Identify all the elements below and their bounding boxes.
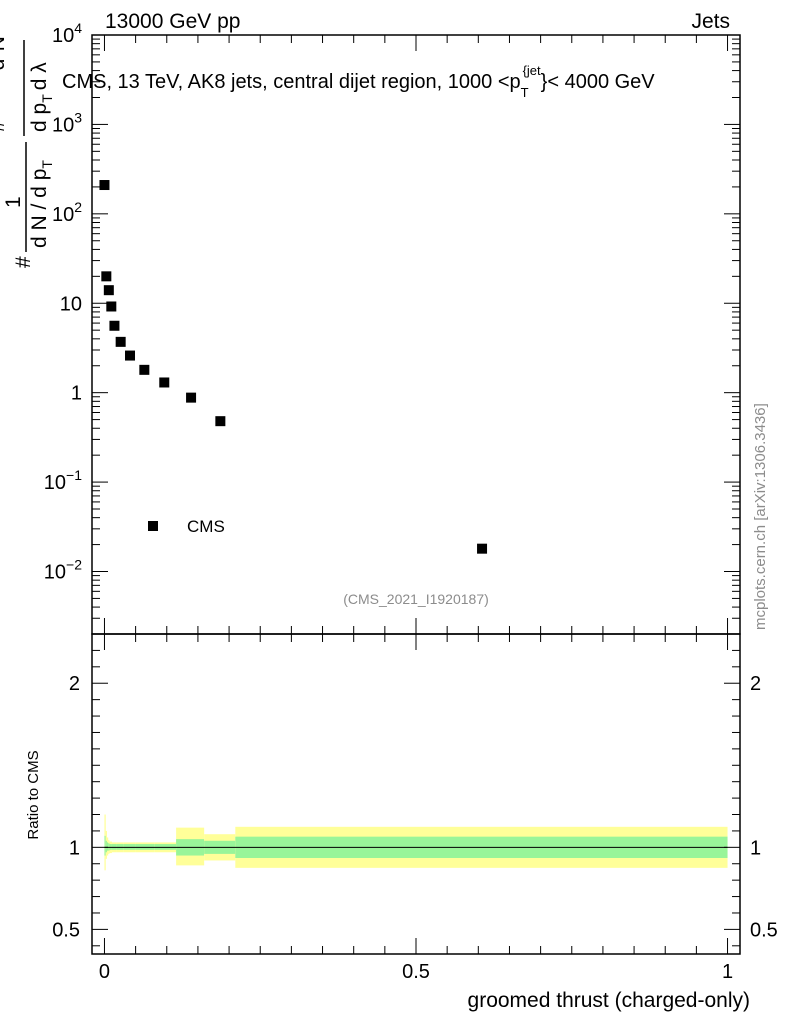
inner-band-segment (105, 840, 107, 853)
main-plot-frame (91, 34, 741, 635)
ylabel-denominator: d N / d pT (28, 160, 55, 248)
plot-title: CMS, 13 TeV, AK8 jets, central dijet reg… (62, 63, 655, 100)
ratio-y-tick-label: 1 (69, 837, 80, 859)
data-point (477, 543, 488, 554)
legend: CMS (148, 517, 225, 536)
data-point (103, 285, 114, 296)
legend-marker (148, 521, 158, 531)
data-point (215, 416, 226, 427)
ratio-y-tick-label-right: 0.5 (750, 919, 778, 941)
header-left-label: 13000 GeV pp (105, 10, 240, 33)
x-tick-label: 0.5 (402, 961, 430, 983)
main-y-tick-label: 10 (60, 293, 82, 315)
main-y-tick-label: 103 (52, 109, 82, 136)
data-point (115, 336, 126, 347)
ratio-y-tick-label-right: 1 (750, 837, 761, 859)
ylabel-one: 1 (2, 196, 25, 208)
data-point (109, 320, 120, 331)
main-y-tick-label: 104 (52, 20, 82, 47)
analysis-id-label: (CMS_2021_I1920187) (343, 591, 489, 607)
ratio-plot-frame (91, 633, 741, 955)
x-axis-label: groomed thrust (charged-only) (468, 989, 750, 1012)
main-y-tick-label: 102 (52, 199, 82, 226)
data-point (99, 180, 110, 191)
ylabel-right-numerator: #d2N (0, 36, 9, 132)
main-y-axis-label: # 1 d N / d pT #d2N d pTd λ (0, 36, 55, 268)
x-tick-label: 0 (99, 961, 110, 983)
ratio-y-tick-label: 2 (69, 673, 80, 695)
main-y-tick-label: 10−1 (44, 467, 82, 494)
data-point (106, 301, 117, 312)
main-y-tick-label: 1 (71, 383, 82, 405)
data-point (101, 271, 112, 282)
axes: 10−2 10−1 1 10 102 103 104 0 0.5 1 0.5 0.5 1 1 2 2 (44, 20, 778, 983)
data-point (186, 392, 197, 403)
ratio-y-axis-label: Ratio to CMS (25, 750, 42, 839)
ratio-y-tick-label-right: 2 (750, 673, 761, 695)
watermark-label: mcplots.cern.ch [arXiv:1306.3436] (752, 403, 769, 630)
header-right-label: Jets (691, 10, 730, 33)
ylabel-hash: # (12, 256, 35, 268)
ratio-uncertainty-bands (104, 814, 728, 871)
data-point (125, 350, 136, 361)
main-y-tick-label: 10−2 (44, 557, 82, 584)
inner-band-segment (104, 835, 106, 856)
inner-band-segment (106, 842, 109, 851)
ylabel-right-denominator: d pTd λ (28, 62, 55, 132)
ratio-y-tick-label: 0.5 (52, 919, 80, 941)
data-point (159, 377, 170, 388)
data-points (99, 180, 488, 554)
legend-label: CMS (187, 517, 225, 536)
data-point (139, 364, 150, 375)
x-tick-label: 1 (722, 961, 733, 983)
